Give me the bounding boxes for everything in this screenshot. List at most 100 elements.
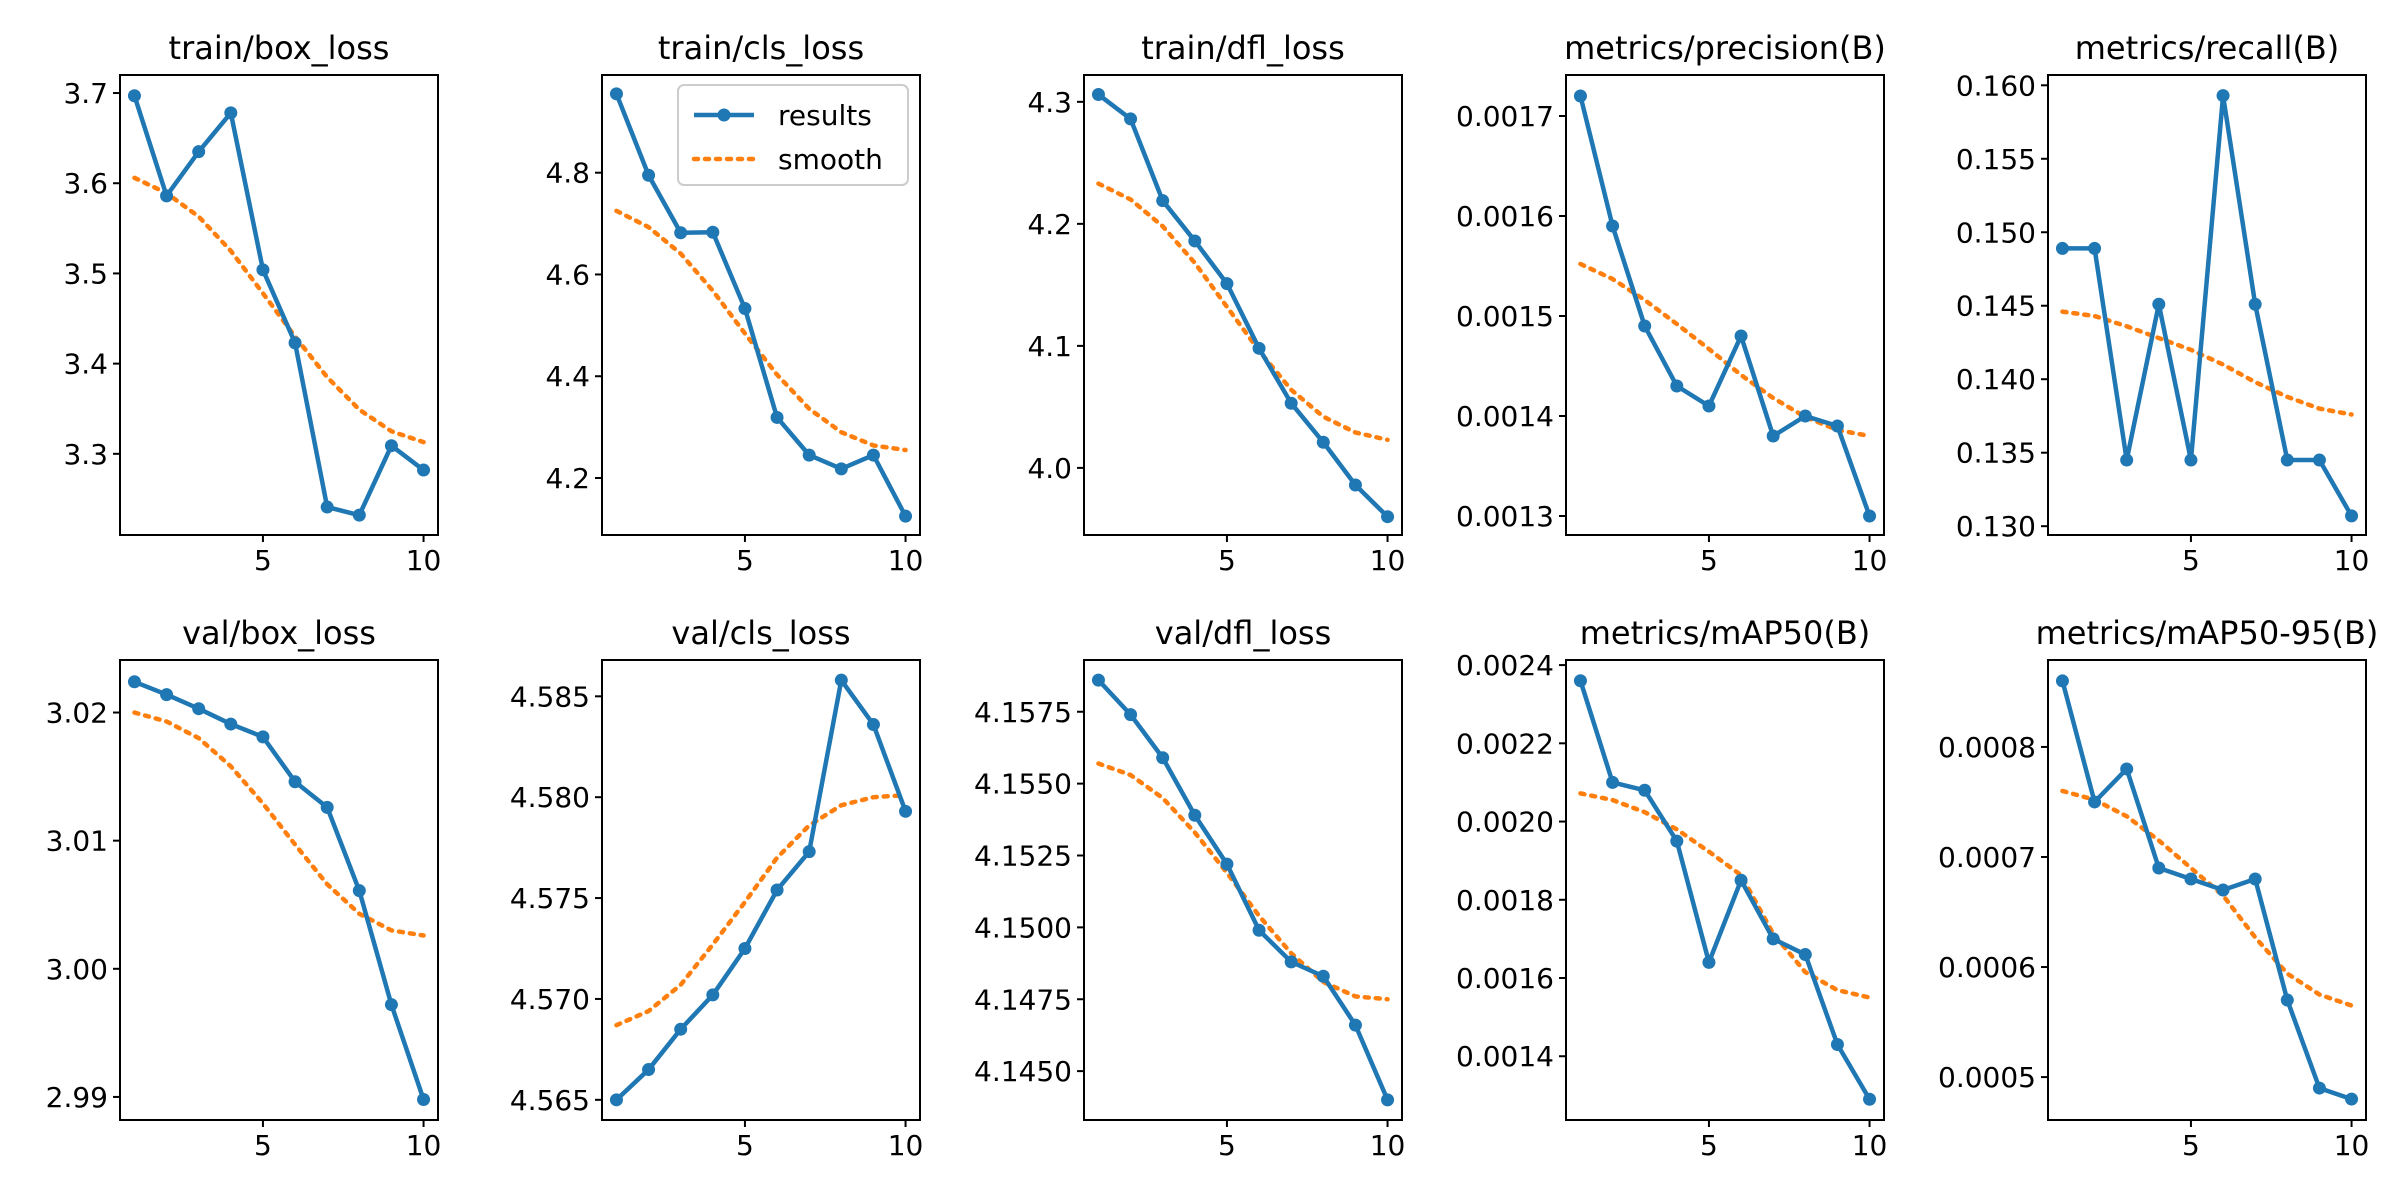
smooth-line xyxy=(614,792,908,1028)
results-point xyxy=(2088,795,2102,809)
results-point xyxy=(1638,319,1652,333)
results-point xyxy=(2312,453,2326,467)
results-line xyxy=(133,679,426,1101)
results-point xyxy=(192,145,206,159)
subplot-8: val/dfl_loss 5 10 4.1450 4.1475 4.1500 4.1525 4… xyxy=(974,614,1405,1162)
subplot-9: metrics/mAP50(B) 5 10 0.0014 0.0016 0.0018 0.0… xyxy=(1456,614,1887,1162)
smooth-line xyxy=(2060,309,2354,417)
results-point xyxy=(1702,399,1716,413)
results-point xyxy=(609,87,623,101)
results-point xyxy=(2055,674,2069,688)
results-point xyxy=(127,89,141,103)
results-point xyxy=(2248,872,2262,886)
results-line xyxy=(132,95,425,518)
results-point xyxy=(899,509,913,523)
results-point xyxy=(1734,329,1748,343)
results-point xyxy=(674,1022,688,1036)
results-point xyxy=(1573,89,1587,103)
results-point xyxy=(1284,396,1298,410)
y-tick-label: 4.565 xyxy=(510,1084,590,1117)
results-point xyxy=(674,226,688,240)
y-tick-label: 4.1525 xyxy=(974,840,1072,873)
results-point xyxy=(224,717,238,731)
y-tick-label: 4.1575 xyxy=(974,696,1072,729)
results-point xyxy=(706,988,720,1002)
y-tick-label: 4.575 xyxy=(510,882,590,915)
results-point xyxy=(1830,419,1844,433)
results-line xyxy=(1578,680,1872,1101)
y-tick-label: 4.580 xyxy=(510,781,590,814)
results-point xyxy=(1252,923,1266,937)
results-point xyxy=(738,942,752,956)
y-tick-label: 0.0022 xyxy=(1456,727,1554,760)
results-point xyxy=(2152,297,2166,311)
plot-frame xyxy=(1083,74,1403,536)
results-point xyxy=(2216,89,2230,103)
results-point xyxy=(1798,409,1812,423)
y-tick-label: 4.2 xyxy=(1027,208,1072,241)
plot-frame xyxy=(119,659,439,1121)
subplot-7: val/cls_loss 5 10 4.565 4.570 4.575 4.580 4.585 xyxy=(510,614,924,1162)
smooth-line xyxy=(2060,788,2354,1008)
legend-results-marker xyxy=(717,108,731,122)
results-point xyxy=(417,463,431,477)
results-point xyxy=(1798,948,1812,962)
results-point xyxy=(834,673,848,687)
y-tick-label: 0.0015 xyxy=(1456,300,1554,333)
results-point xyxy=(352,884,366,898)
results-point xyxy=(770,883,784,897)
y-tick-label: 0.0020 xyxy=(1456,806,1554,839)
results-point xyxy=(288,775,302,789)
subplot-3: train/dfl_loss 5 10 4.0 4.1 4.2 4.3 xyxy=(1027,29,1405,577)
results-point xyxy=(352,508,366,522)
x-tick-label: 5 xyxy=(1218,544,1236,577)
subplot-title: train/cls_loss xyxy=(658,29,864,67)
results-point xyxy=(1316,969,1330,983)
results-line xyxy=(2062,93,2354,518)
y-tick-label: 0.0016 xyxy=(1456,200,1554,233)
y-tick-label: 0.155 xyxy=(1956,143,2036,176)
results-point xyxy=(802,845,816,859)
y-tick-label: 0.0017 xyxy=(1456,100,1554,133)
results-point xyxy=(1381,510,1395,524)
results-point xyxy=(2312,1081,2326,1095)
results-point xyxy=(1188,234,1202,248)
subplot-title: train/dfl_loss xyxy=(1141,29,1345,67)
subplot-title: val/cls_loss xyxy=(671,614,850,652)
results-point xyxy=(1156,194,1170,208)
y-tick-label: 0.0013 xyxy=(1456,500,1554,533)
results-point xyxy=(2184,453,2198,467)
legend: results smooth xyxy=(677,84,909,186)
subplot-title: metrics/recall(B) xyxy=(2075,29,2340,67)
results-point xyxy=(160,688,174,702)
results-point xyxy=(1670,379,1684,393)
x-tick-label: 10 xyxy=(406,1129,442,1162)
subplot-5: metrics/recall(B) 5 10 0.130 0.135 0.140 0.145… xyxy=(1956,29,2370,577)
results-point xyxy=(738,302,752,316)
results-point xyxy=(642,168,656,182)
x-tick-label: 5 xyxy=(736,544,754,577)
results-point xyxy=(770,410,784,424)
x-tick-label: 5 xyxy=(1700,544,1718,577)
plot-frame xyxy=(601,74,921,536)
subplot-1: train/box_loss 5 10 3.3 3.4 3.5 3.6 3.7 xyxy=(63,29,441,577)
y-tick-label: 2.99 xyxy=(46,1081,108,1114)
y-tick-label: 3.3 xyxy=(63,438,108,471)
x-tick-label: 5 xyxy=(254,544,272,577)
results-point xyxy=(1766,932,1780,946)
y-tick-label: 3.00 xyxy=(46,953,108,986)
y-tick-label: 3.02 xyxy=(46,697,108,730)
y-tick-label: 4.8 xyxy=(545,157,590,190)
y-tick-label: 4.1550 xyxy=(974,768,1072,801)
results-point xyxy=(384,439,398,453)
y-tick-label: 0.0024 xyxy=(1456,649,1554,682)
results-point xyxy=(127,675,141,689)
y-tick-label: 0.140 xyxy=(1956,363,2036,396)
smooth-line xyxy=(1578,261,1872,439)
x-tick-label: 10 xyxy=(888,1129,924,1162)
y-tick-label: 3.4 xyxy=(63,348,108,381)
results-point xyxy=(1670,834,1684,848)
results-point xyxy=(802,448,816,462)
results-point xyxy=(1702,955,1716,969)
plot-frame xyxy=(1083,659,1403,1121)
